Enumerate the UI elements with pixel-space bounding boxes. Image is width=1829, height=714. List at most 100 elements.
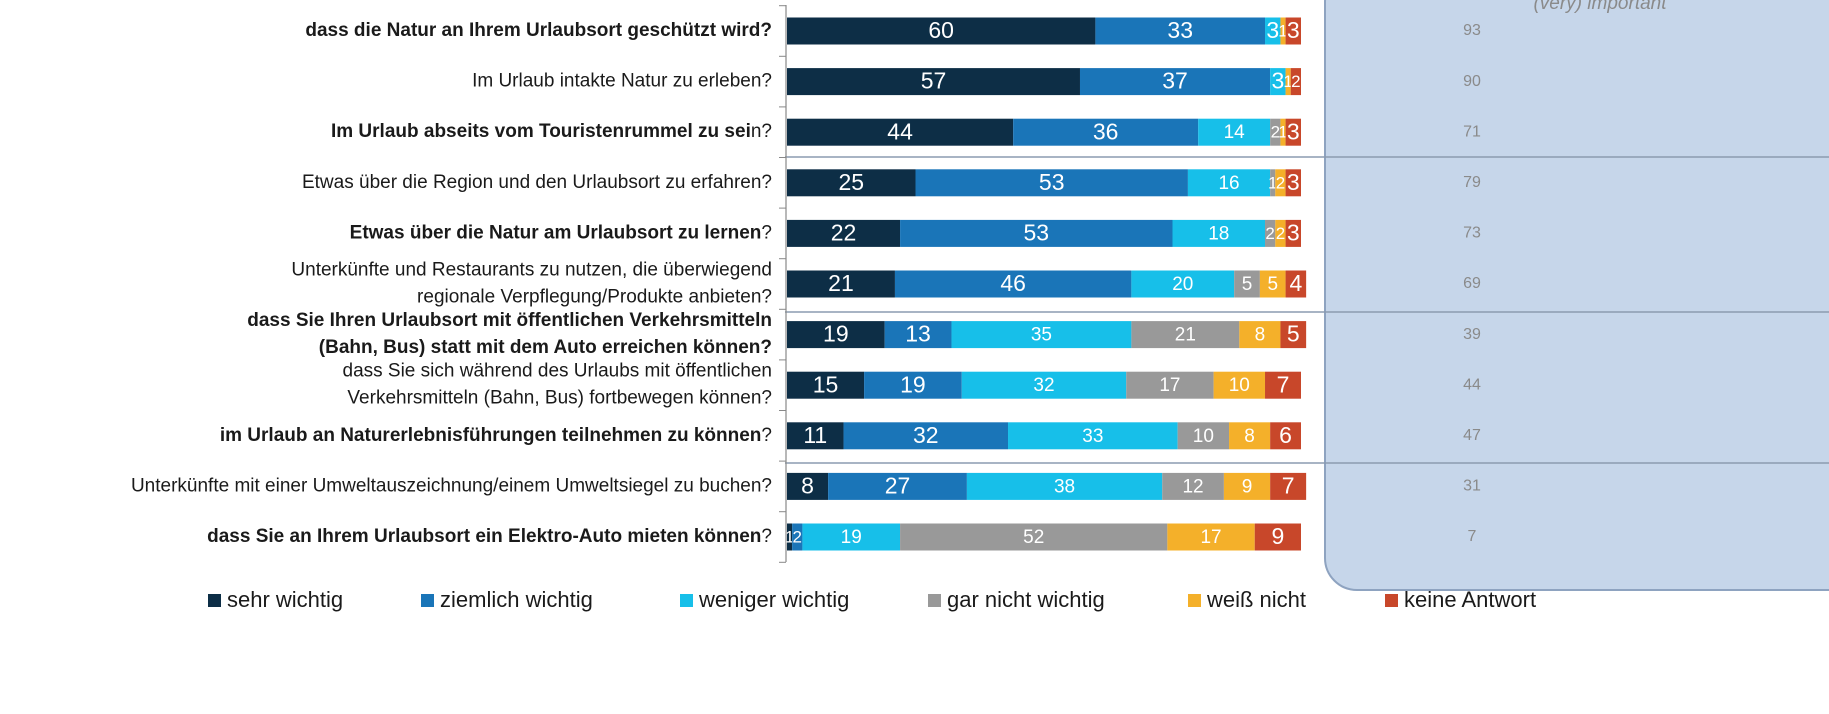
bar-segment <box>1213 371 1266 399</box>
data-label: 25 <box>838 169 864 195</box>
data-label: 15 <box>813 371 839 397</box>
data-label: 19 <box>841 527 862 548</box>
bar-segment <box>1280 321 1307 349</box>
category-label: regionale Verpflegung/Produkte anbieten? <box>417 287 772 308</box>
data-label: 38 <box>1054 476 1075 497</box>
data-label: 19 <box>900 371 926 397</box>
legend-label: weiß nicht <box>1206 587 1306 612</box>
bar-segment <box>1275 169 1286 197</box>
data-label: 21 <box>828 270 854 296</box>
side-value: 79 <box>1463 174 1481 191</box>
data-label: 1 <box>785 527 794 546</box>
bar-segment <box>1285 169 1301 197</box>
bar-segment <box>1285 68 1291 96</box>
legend-swatch <box>421 594 434 607</box>
label-run: Etwas über die Region und den Urlaubsort… <box>302 172 772 193</box>
legend-label: sehr wichtig <box>227 587 343 612</box>
bar-segment <box>1126 371 1214 399</box>
data-label: 9 <box>1242 476 1253 497</box>
data-label: 18 <box>1208 223 1229 244</box>
category-label: Im Urlaub abseits vom Touristenrummel zu… <box>331 121 772 142</box>
bar-segment <box>1270 68 1286 96</box>
label-run: Verkehrsmitteln (Bahn, Bus) fortbewegen … <box>347 388 772 409</box>
bar-segment <box>787 270 895 298</box>
bar-segment <box>864 371 962 399</box>
data-label: 17 <box>1200 527 1221 548</box>
data-label: 3 <box>1266 17 1279 43</box>
data-label: 1 <box>1268 173 1277 192</box>
bar-segment <box>1270 118 1281 146</box>
bar-segment <box>802 523 901 551</box>
data-label: 33 <box>1082 426 1103 447</box>
category-label: Verkehrsmitteln (Bahn, Bus) fortbewegen … <box>347 388 772 409</box>
bar-segment <box>1079 68 1271 96</box>
bar-segment <box>915 169 1188 197</box>
legend-swatch <box>680 594 693 607</box>
data-label: 27 <box>885 472 911 498</box>
data-label: 7 <box>1282 472 1295 498</box>
data-label: 32 <box>1033 375 1054 396</box>
bar-segment <box>1008 422 1178 450</box>
category-label: dass Sie sich während des Urlaubs mit öf… <box>343 361 773 382</box>
data-label: 32 <box>913 422 939 448</box>
bar-segment <box>1265 219 1276 247</box>
bar-segment <box>787 321 885 349</box>
bar-segment <box>787 68 1080 96</box>
bar-segment <box>1285 219 1301 247</box>
label-run: dass Sie sich während des Urlaubs mit öf… <box>343 361 773 382</box>
data-label: 22 <box>831 219 857 245</box>
data-label: 10 <box>1193 426 1214 447</box>
data-label: 1 <box>1283 72 1292 91</box>
data-label: 14 <box>1224 122 1246 143</box>
bar-segment <box>1167 523 1255 551</box>
data-label: 6 <box>1279 422 1292 448</box>
category-label: Unterkünfte und Restaurants zu nutzen, d… <box>291 260 772 281</box>
side-value: 47 <box>1463 427 1481 444</box>
data-label: 60 <box>928 17 954 43</box>
label-run: dass die Natur an Ihrem Urlaubsort gesch… <box>305 20 772 41</box>
data-label: 57 <box>921 68 947 94</box>
legend-label: weniger wichtig <box>698 587 849 612</box>
data-label: 17 <box>1159 375 1180 396</box>
data-label: 16 <box>1218 173 1239 194</box>
data-label: 1 <box>1278 21 1287 40</box>
side-value: 93 <box>1463 22 1481 39</box>
data-label: 3 <box>1287 169 1300 195</box>
bar-segment <box>843 422 1009 450</box>
data-label: 37 <box>1162 68 1188 94</box>
data-label: 2 <box>793 527 802 546</box>
bar-segment <box>1259 270 1286 298</box>
category-label: im Urlaub an Naturerlebnisführungen teil… <box>220 425 772 446</box>
side-value: 73 <box>1463 225 1481 242</box>
data-label: 21 <box>1175 325 1196 346</box>
data-label: 44 <box>887 118 913 144</box>
bar-segment <box>1275 219 1286 247</box>
data-label: 2 <box>1276 224 1285 243</box>
side-value: 31 <box>1463 478 1481 495</box>
data-label: 2 <box>1265 224 1274 243</box>
legend-label: ziemlich wichtig <box>440 587 593 612</box>
label-run: (Bahn, Bus) statt mit dem Auto erreichen… <box>319 337 772 358</box>
legend-label: keine Antwort <box>1404 587 1536 612</box>
category-label: dass die Natur an Ihrem Urlaubsort gesch… <box>305 20 772 41</box>
side-value: 71 <box>1463 123 1481 140</box>
data-label: 5 <box>1242 274 1253 295</box>
data-label: 2 <box>1276 173 1285 192</box>
bar-segment <box>1095 17 1266 45</box>
data-label: 2 <box>1271 123 1280 142</box>
bar-segment <box>1285 17 1301 45</box>
bar-segment <box>1285 270 1307 298</box>
bar-segment <box>1131 321 1240 349</box>
bar-segment <box>1131 270 1235 298</box>
bar-segment <box>787 169 916 197</box>
label-run: n? <box>751 121 772 142</box>
label-run: Etwas über die Natur am Urlaubsort zu le… <box>350 222 762 243</box>
legend-swatch <box>1385 594 1398 607</box>
bar-segment <box>787 523 793 551</box>
data-label: 52 <box>1023 527 1044 548</box>
bar-segment <box>1270 169 1276 197</box>
bar-segment <box>828 472 967 500</box>
bar-segment <box>884 321 952 349</box>
bar-segment <box>1162 472 1224 500</box>
